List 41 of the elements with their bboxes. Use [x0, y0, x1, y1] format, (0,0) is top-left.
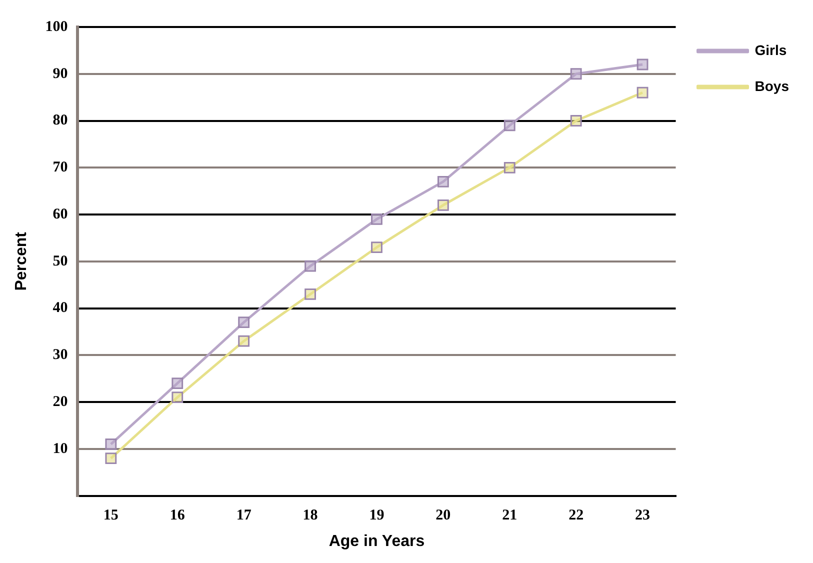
point — [371, 214, 382, 225]
x-tick-label: 15 — [103, 508, 118, 524]
y-tick-label: 30 — [52, 347, 68, 364]
y-tick-label: 70 — [52, 160, 68, 176]
point — [304, 260, 316, 272]
x-tick-label: 19 — [369, 508, 384, 524]
y-tick-label: 80 — [52, 112, 68, 129]
y-tick-label: 50 — [52, 253, 68, 270]
point — [636, 86, 648, 98]
point — [105, 452, 117, 464]
x-tick-label: 18 — [302, 508, 318, 524]
point — [504, 120, 516, 132]
point — [172, 378, 184, 389]
point — [304, 288, 316, 300]
y-axis-title: Percent — [13, 231, 30, 291]
point — [238, 316, 250, 328]
point — [636, 58, 648, 70]
y-tick-label: 90 — [52, 66, 68, 82]
x-tick-label: 22 — [568, 508, 584, 524]
legend-label: Girls — [754, 42, 787, 58]
point — [371, 242, 382, 254]
point — [238, 335, 250, 347]
y-tick-label: 100 — [45, 18, 68, 35]
point — [437, 199, 449, 211]
x-tick-label: 21 — [502, 508, 518, 524]
x-tick-label: 23 — [635, 508, 650, 524]
y-tick-label: 60 — [52, 206, 68, 222]
point — [570, 115, 582, 126]
point — [105, 438, 117, 450]
y-tick-label: 40 — [52, 300, 68, 316]
y-tick-label: 20 — [52, 394, 68, 410]
x-tick-label: 16 — [170, 508, 186, 524]
point — [504, 162, 516, 174]
point — [172, 392, 184, 404]
point — [570, 68, 582, 80]
y-tick-label: 10 — [52, 440, 68, 457]
point — [437, 176, 449, 188]
x-tick-label: 20 — [436, 508, 451, 524]
x-axis-title: Age in Years — [328, 532, 425, 550]
x-tick-label: 17 — [236, 508, 252, 524]
legend-label: Boys — [754, 78, 790, 94]
